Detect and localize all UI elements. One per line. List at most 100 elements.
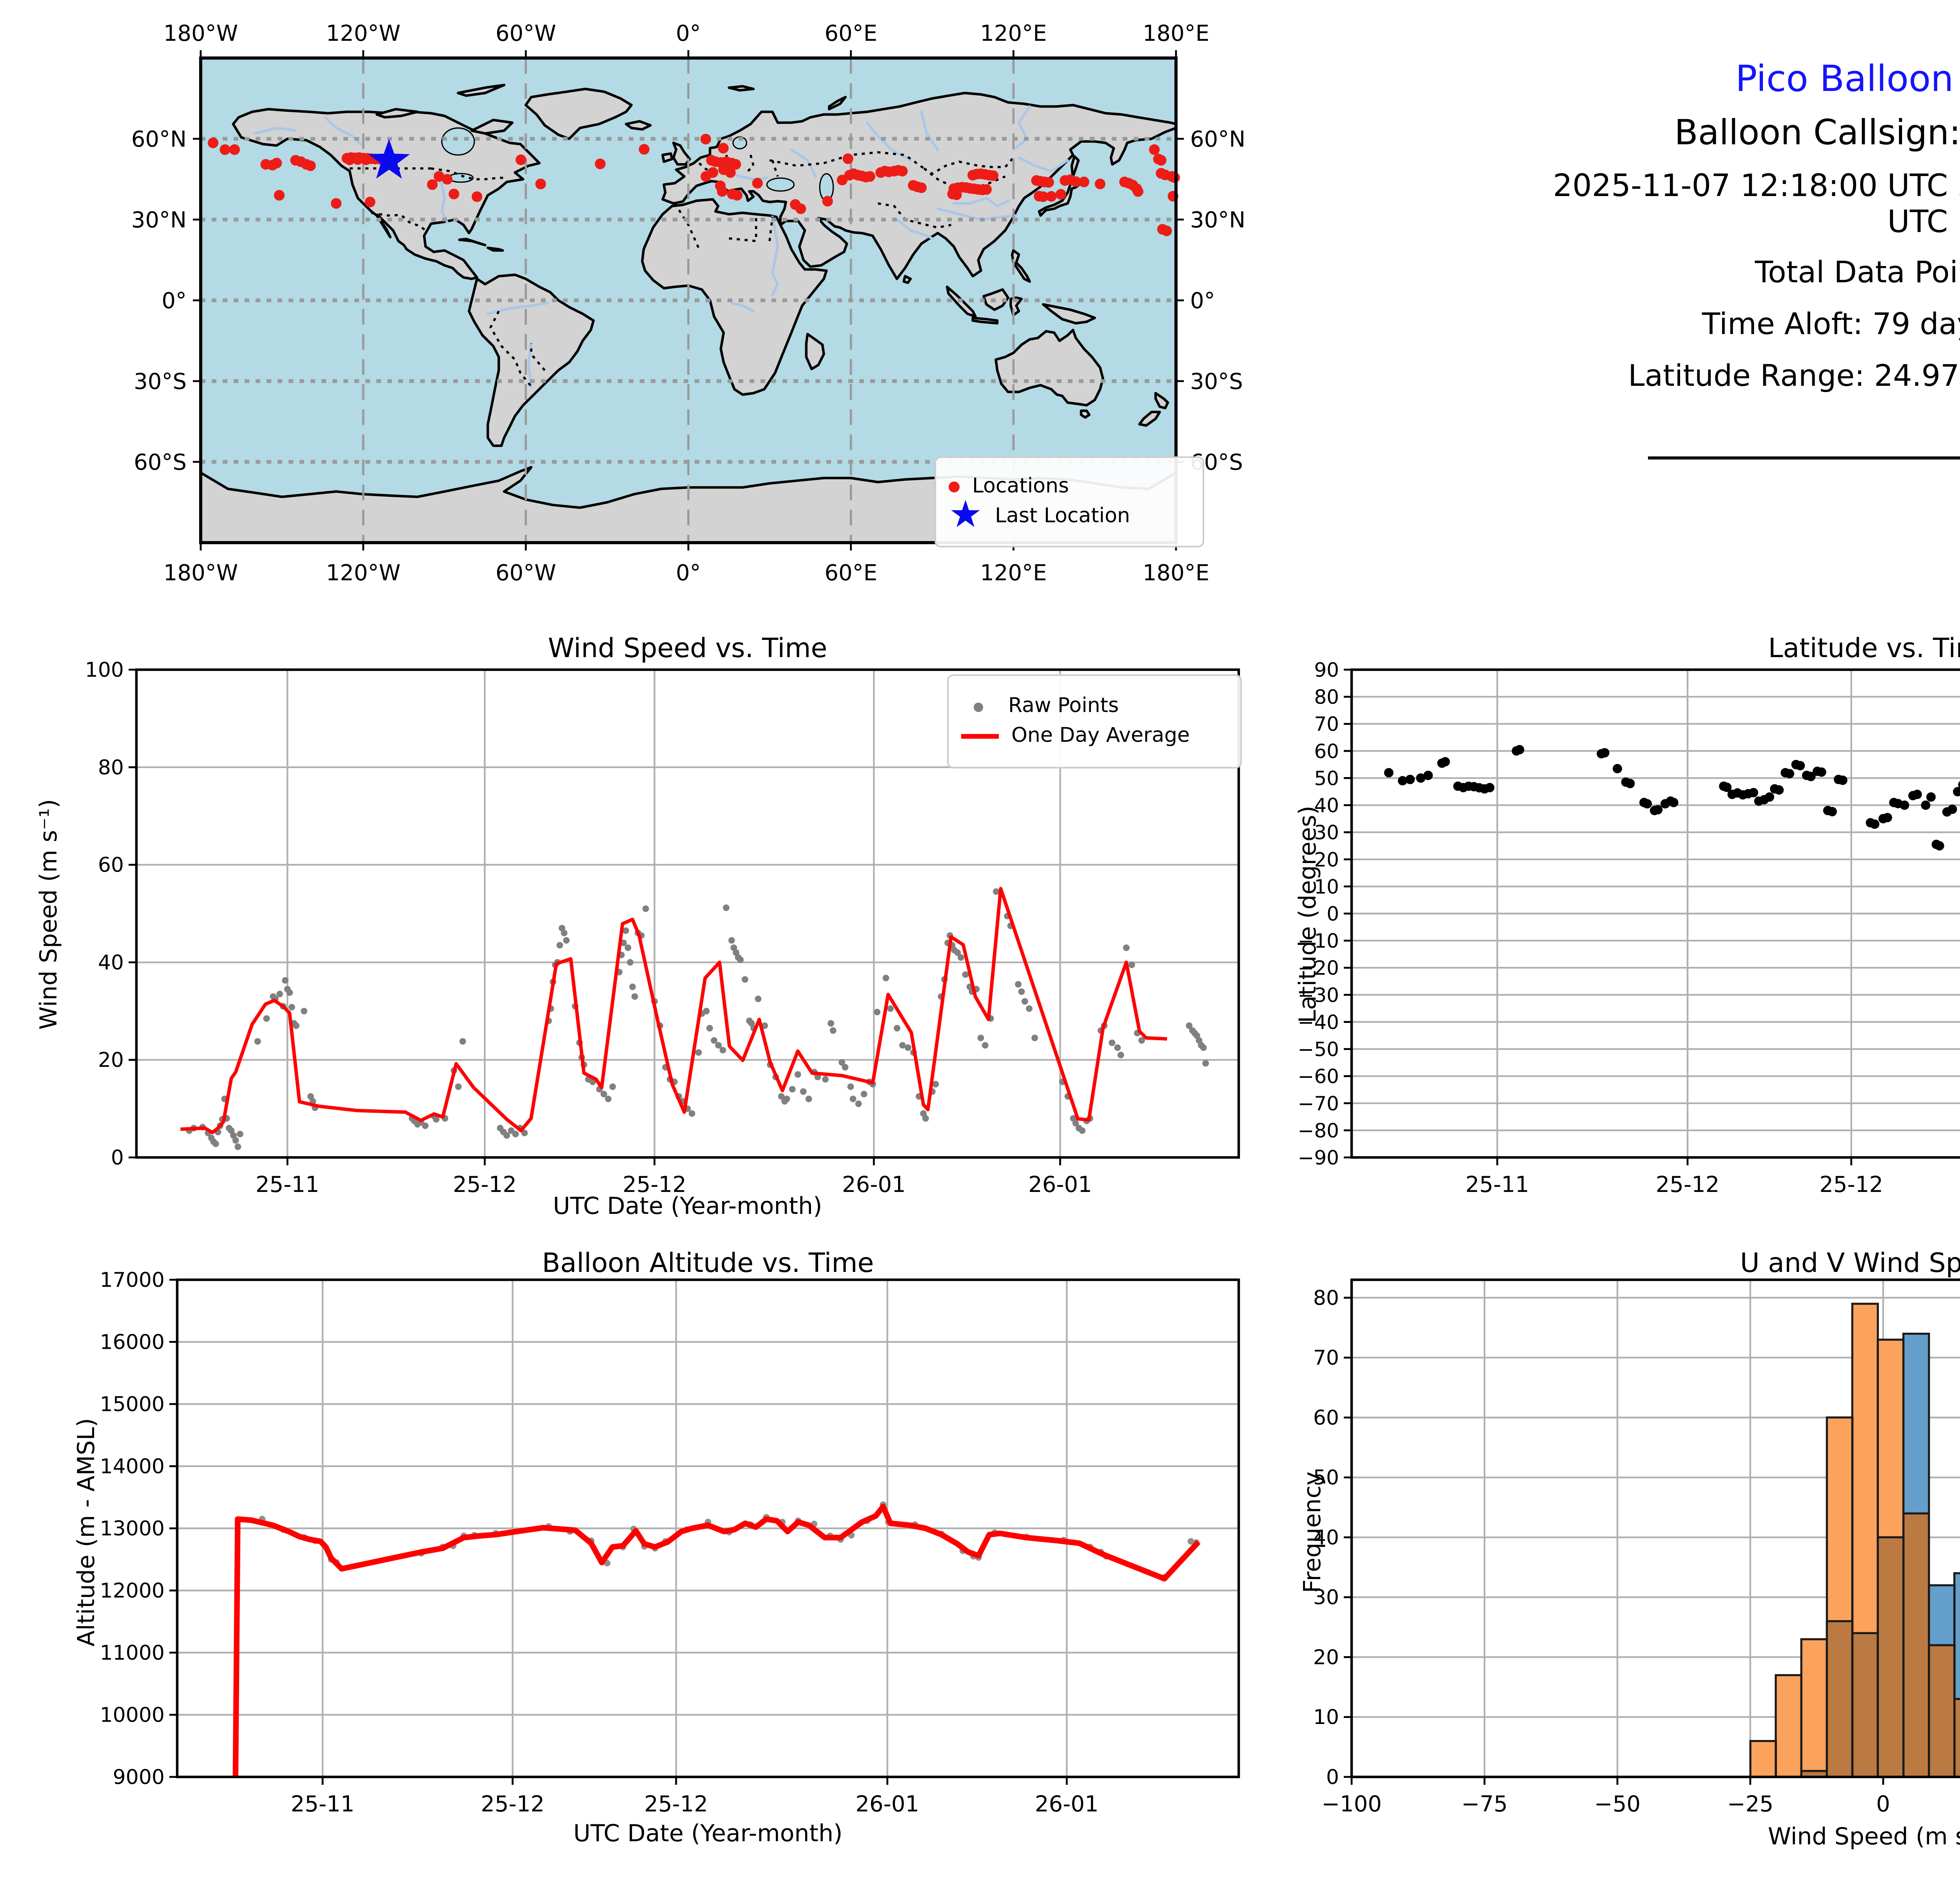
- svg-text:20: 20: [1314, 848, 1339, 871]
- hist-y-axis-label: Frequency: [1298, 1471, 1327, 1593]
- svg-text:−75: −75: [1461, 1791, 1508, 1817]
- histogram-panel: U and V Wind Speeds 0 10 20 30 40 50 60 70 80 −10…: [1286, 1239, 1960, 1882]
- svg-text:−20: −20: [1298, 957, 1339, 979]
- svg-text:−70: −70: [1298, 1092, 1339, 1115]
- svg-text:14000: 14000: [100, 1455, 165, 1479]
- svg-text:−50: −50: [1298, 1038, 1339, 1061]
- world-map-panel: 180°W 180°W 120°W 120°W 60°W 60°W 0° 0° 60°E 60°E…: [94, 0, 1254, 627]
- latitude-chart: −90 −80 −70 −60 −50 −40 −30 −20 −10 0 10 20 30 40 50 60…: [1298, 659, 1960, 1197]
- altitude-chart-panel: Balloon Altitude vs. Time 9000 10000 11000…: [0, 1239, 1270, 1882]
- svg-text:30°N: 30°N: [131, 207, 187, 233]
- svg-text:30°N: 30°N: [1190, 207, 1245, 233]
- svg-text:10000: 10000: [100, 1704, 165, 1727]
- svg-text:50: 50: [1313, 1466, 1339, 1490]
- svg-text:15000: 15000: [100, 1393, 165, 1416]
- svg-text:0: 0: [1326, 1766, 1339, 1789]
- alt-y-axis-label: Altitude (m - AMSL): [72, 1418, 100, 1647]
- svg-text:70: 70: [1313, 1346, 1339, 1370]
- svg-text:−10: −10: [1298, 930, 1339, 952]
- header-block: Pico Balloon Archive Balloon Callsign: S…: [1534, 60, 1960, 411]
- svg-text:26-01: 26-01: [842, 1172, 906, 1197]
- wind-legend-raw-label: Raw Points: [1008, 695, 1119, 718]
- hist-x-axis-label: Wind Speed (m s⁻¹): [1768, 1822, 1960, 1851]
- svg-text:120°W: 120°W: [326, 560, 401, 586]
- svg-text:−60: −60: [1298, 1065, 1339, 1088]
- svg-text:60: 60: [1313, 1406, 1339, 1430]
- svg-text:17000: 17000: [100, 1268, 165, 1292]
- svg-text:11000: 11000: [100, 1641, 165, 1665]
- svg-text:25-11: 25-11: [256, 1172, 319, 1197]
- svg-text:−40: −40: [1298, 1011, 1339, 1034]
- svg-text:60°S: 60°S: [134, 450, 187, 475]
- svg-text:40: 40: [98, 951, 124, 974]
- svg-text:80: 80: [1314, 686, 1339, 708]
- svg-text:90: 90: [1314, 659, 1339, 681]
- map-legend-last-label: Last Location: [995, 505, 1130, 529]
- svg-text:70: 70: [1314, 713, 1339, 736]
- callsign-line: Balloon Callsign: SP3RC-052: [1674, 114, 1960, 154]
- svg-text:−90: −90: [1298, 1146, 1339, 1169]
- svg-text:60°E: 60°E: [824, 21, 877, 46]
- svg-text:180°E: 180°E: [1143, 560, 1209, 586]
- svg-text:−80: −80: [1298, 1119, 1339, 1142]
- svg-text:60°E: 60°E: [824, 560, 877, 586]
- svg-text:13000: 13000: [100, 1517, 165, 1540]
- latitude-range-line: Latitude Range: 24.97917 to 60.22917: [1628, 359, 1960, 394]
- svg-text:60°W: 60°W: [495, 21, 556, 46]
- time-aloft-line: Time Aloft: 79 days 09:50:00: [1702, 307, 1960, 342]
- svg-text:16000: 16000: [100, 1331, 165, 1354]
- map-legend-locations-label: Locations: [972, 475, 1069, 499]
- svg-text:20: 20: [98, 1048, 124, 1072]
- svg-text:−30: −30: [1298, 984, 1339, 1006]
- page-title: Pico Balloon Archive: [1735, 60, 1960, 100]
- svg-text:25-12: 25-12: [1819, 1172, 1883, 1197]
- svg-text:25-11: 25-11: [1465, 1172, 1529, 1197]
- svg-text:30°S: 30°S: [134, 369, 187, 394]
- svg-text:25-12: 25-12: [1656, 1172, 1720, 1197]
- alt-chart-title: Balloon Altitude vs. Time: [542, 1248, 874, 1280]
- svg-text:60: 60: [98, 854, 124, 877]
- wind-speed-chart: 0 20 40 60 80 100 25-11 25-12 25-12 26-01 26-01: [85, 658, 1240, 1197]
- svg-text:80: 80: [98, 756, 124, 779]
- total-points-line: Total Data Points: 344: [1755, 256, 1960, 290]
- svg-text:60°W: 60°W: [495, 560, 556, 586]
- svg-text:9000: 9000: [113, 1766, 165, 1789]
- svg-text:30°S: 30°S: [1190, 369, 1243, 394]
- svg-text:25-12: 25-12: [481, 1791, 544, 1817]
- svg-text:60: 60: [1314, 740, 1339, 763]
- svg-text:12000: 12000: [100, 1579, 165, 1603]
- svg-text:0°: 0°: [676, 21, 701, 46]
- alt-x-axis-label: UTC Date (Year-month): [573, 1819, 843, 1847]
- raw-points-dot-icon: [974, 702, 983, 711]
- svg-text:180°W: 180°W: [163, 21, 238, 46]
- wind-legend: Raw Points One Day Average: [947, 674, 1242, 768]
- svg-text:40: 40: [1313, 1526, 1339, 1550]
- svg-text:−25: −25: [1727, 1791, 1773, 1817]
- svg-text:120°E: 120°E: [980, 21, 1047, 46]
- svg-text:−100: −100: [1321, 1791, 1382, 1817]
- svg-text:26-01: 26-01: [855, 1791, 919, 1817]
- svg-text:60°N: 60°N: [1190, 127, 1245, 152]
- svg-text:30: 30: [1313, 1586, 1339, 1610]
- date-range-line: 2025-11-07 12:18:00 UTC 2026-01-25 22:08…: [1553, 168, 1960, 240]
- svg-text:100: 100: [85, 658, 124, 682]
- svg-text:180°E: 180°E: [1143, 21, 1209, 46]
- svg-text:0°: 0°: [1190, 288, 1215, 314]
- map-legend: Locations ★ Last Location: [935, 456, 1204, 547]
- svg-text:26-01: 26-01: [1035, 1791, 1099, 1817]
- svg-text:10: 10: [1313, 1706, 1339, 1729]
- wind-chart-title: Wind Speed vs. Time: [548, 634, 828, 665]
- last-location-star-icon: ★: [949, 492, 983, 536]
- svg-text:−50: −50: [1594, 1791, 1641, 1817]
- svg-text:25-12: 25-12: [644, 1791, 708, 1817]
- svg-text:60°N: 60°N: [131, 127, 187, 152]
- average-line-icon: [961, 734, 999, 739]
- altitude-chart: 9000 10000 11000 12000 13000 14000 15000 16000 1…: [100, 1268, 1240, 1817]
- svg-text:80: 80: [1313, 1286, 1339, 1310]
- svg-text:50: 50: [1314, 767, 1339, 790]
- header-divider: [1648, 456, 1960, 460]
- wind-x-axis-label: UTC Date (Year-month): [553, 1192, 822, 1220]
- svg-text:0: 0: [1876, 1791, 1890, 1817]
